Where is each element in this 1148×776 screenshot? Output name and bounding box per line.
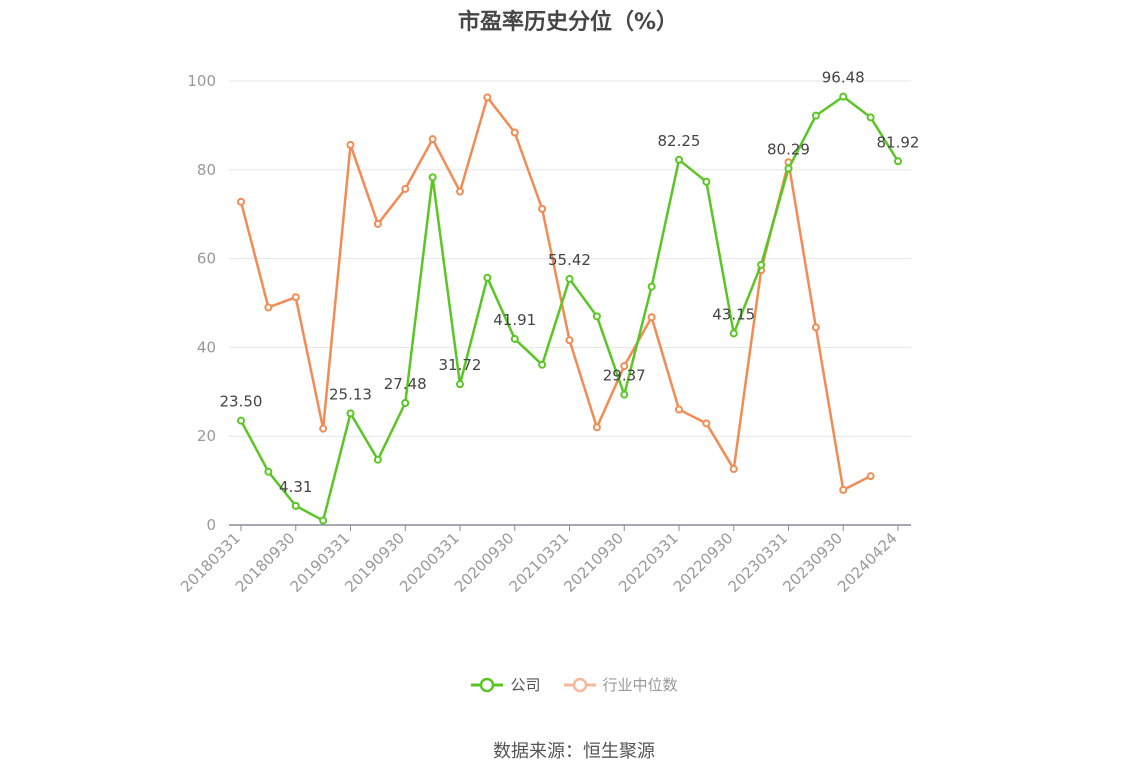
data-point-company [675,155,683,164]
y-tick-label: 80 [197,161,216,179]
data-point-company [620,390,629,399]
data-point-company [237,416,245,425]
legend-item-company[interactable]: 公司 [470,674,541,695]
data-point-industry [428,135,437,144]
data-label: 41.91 [493,311,536,329]
data-point-company [702,177,711,186]
data-point-company [319,516,328,525]
y-tick-label: 40 [197,338,216,356]
data-point-industry [565,336,574,345]
line-chart: 0204060801002018033120180930201903312019… [177,69,920,596]
y-tick-label: 0 [206,516,216,534]
y-tick-label: 60 [197,250,216,268]
y-tick-label: 20 [197,427,216,445]
data-label: 4.31 [279,478,312,496]
y-tick-label: 100 [187,72,216,90]
data-point-industry [729,465,738,474]
data-point-industry [675,405,683,414]
x-tick-label: 20240424 [834,529,901,596]
data-point-industry [264,303,273,312]
data-point-company [428,173,437,182]
data-point-company [839,92,848,101]
data-point-company [866,113,875,122]
data-point-industry [291,293,300,302]
data-point-industry [538,204,547,213]
series-layer [237,92,902,525]
grid-layer [229,80,911,437]
legend-label-industry: 行业中位数 [602,676,678,694]
data-point-company [757,260,766,269]
data-point-company [483,273,492,282]
data-point-industry [811,323,820,332]
data-point-industry [319,424,328,433]
data-point-company [894,157,902,166]
data-point-industry [620,362,629,371]
series-line-company [239,95,900,522]
data-point-company [264,467,273,476]
data-point-company [510,334,519,343]
data-label: 81.92 [877,133,920,151]
data-point-industry [373,219,382,228]
legend: 公司 行业中位数 [0,674,1148,695]
legend-item-industry[interactable]: 行业中位数 [563,674,678,695]
data-label: 23.50 [220,393,263,411]
data-point-industry [346,140,355,149]
chart-title: 市盈率历史分位（%） [457,10,679,35]
data-point-company [456,380,464,389]
data-label: 31.72 [439,356,482,374]
data-label: 43.15 [712,305,755,323]
data-point-industry [510,128,519,137]
data-point-industry [702,419,711,428]
data-point-company [291,501,300,510]
data-point-industry [647,313,656,322]
data-source: 数据来源：恒生聚源 [493,741,655,762]
data-point-company [784,164,793,173]
data-point-company [592,312,601,321]
data-point-industry [237,197,245,206]
data-point-company [538,360,547,369]
data-point-company [647,282,656,291]
data-point-company [729,329,738,338]
data-point-industry [839,485,848,494]
data-point-industry [401,184,410,193]
data-label: 96.48 [822,69,865,87]
data-point-company [565,274,574,283]
data-point-company [811,111,820,120]
data-point-company [373,455,382,464]
legend-line-circle-icon [471,677,504,692]
data-point-industry [866,472,875,481]
data-point-industry [456,187,464,196]
data-point-industry [483,93,492,102]
data-label: 80.29 [767,141,810,159]
data-point-company [401,398,410,407]
data-label: 25.13 [329,385,372,403]
legend-label-company: 公司 [510,676,541,694]
data-label: 29.37 [603,367,646,385]
data-label: 82.25 [658,132,701,150]
data-point-industry [592,423,601,432]
data-point-company [346,409,355,418]
legend-line-circle-icon [563,677,596,692]
data-label-layer: 23.50 4.31 25.13 27.48 31.72 41.91 55.42 29.37 8… [220,69,920,496]
data-label: 55.42 [548,251,591,269]
data-label: 27.48 [384,375,427,393]
